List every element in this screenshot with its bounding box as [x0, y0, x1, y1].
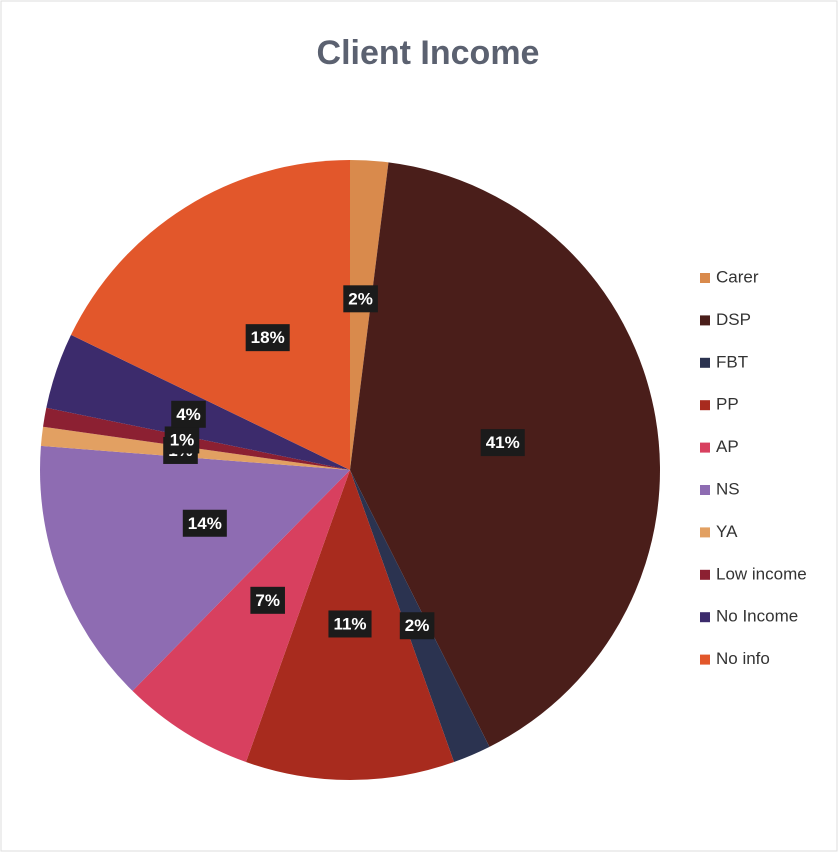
data-label-text: 11% [333, 614, 366, 633]
data-label-text: 14% [188, 514, 222, 533]
legend-label: YA [716, 522, 738, 541]
data-label-box [328, 610, 372, 638]
pie-slice [39, 445, 350, 691]
data-label: 7% [250, 586, 285, 614]
legend-swatch [700, 654, 710, 665]
legend-swatch [700, 527, 710, 538]
data-label-text: 41% [486, 433, 520, 452]
data-label-box [480, 429, 525, 457]
data-label-text: 2% [348, 289, 373, 308]
legend-label: DSP [716, 310, 751, 329]
legend-label: AP [716, 437, 739, 456]
data-label: 11% [328, 610, 372, 638]
legend-swatch [700, 273, 710, 283]
data-label: 4% [171, 400, 206, 428]
data-labels: 2%41%2%11%7%14%1%1%4%18% [163, 285, 525, 640]
legend-swatch [700, 400, 710, 411]
data-label-text: 4% [176, 405, 201, 424]
data-label: 2% [399, 612, 435, 640]
pie [39, 160, 660, 780]
data-label-text: 2% [405, 616, 430, 635]
data-label-box [171, 400, 206, 428]
data-label-box [164, 426, 200, 454]
legend-label: No info [716, 649, 770, 668]
pie-slice [70, 160, 350, 470]
legend-swatch [700, 485, 710, 495]
pie-slice [132, 470, 350, 763]
data-label-box [343, 285, 378, 313]
legend-swatch [700, 569, 710, 580]
legend-swatch [700, 357, 710, 368]
data-label-text: 7% [255, 591, 280, 610]
legend-swatch [700, 442, 710, 453]
legend: Carer DSP FBT PP AP NS YA Low income No Income No… [700, 267, 807, 668]
data-label: 14% [182, 509, 227, 537]
data-label-box [245, 324, 290, 352]
data-label-text: 1% [170, 430, 195, 449]
legend-label: Carer [716, 267, 759, 286]
legend-label: PP [716, 395, 739, 414]
data-label-box [399, 612, 435, 640]
legend-label: NS [716, 479, 740, 498]
data-label: 18% [245, 324, 290, 352]
data-label-box [182, 509, 227, 537]
legend-swatch [700, 315, 710, 326]
data-label: 2% [343, 285, 378, 313]
data-label-box [250, 586, 285, 614]
legend-label: No Income [716, 607, 798, 626]
pie-slice [350, 160, 389, 470]
data-label: 1% [164, 426, 200, 454]
legend-label: FBT [716, 352, 748, 371]
data-label: 41% [480, 429, 525, 457]
chart-title: Client Income [317, 34, 540, 72]
legend-swatch [700, 612, 710, 623]
data-label-text: 18% [251, 328, 285, 347]
legend-label: Low income [716, 564, 807, 583]
